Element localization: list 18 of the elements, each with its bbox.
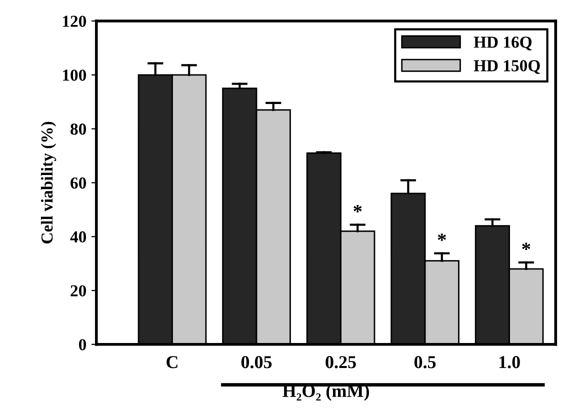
y-tick-label: 0 <box>78 339 86 350</box>
y-tick-label: 40 <box>70 231 86 243</box>
y-tick-label: 60 <box>70 177 86 189</box>
y-axis-title: Cell viability (%) <box>40 122 56 244</box>
annotation: * <box>438 234 446 241</box>
y-tick-label: 100 <box>63 70 86 81</box>
y-tick-label: 20 <box>70 285 86 296</box>
legend-label: HD 16Q <box>474 36 532 50</box>
x-tick-label: 0.25 <box>326 356 356 368</box>
y-tick-label: 120 <box>63 16 86 27</box>
x-tick-label: 0.05 <box>241 356 272 368</box>
x-tick-label: C <box>166 356 178 368</box>
y-tick-label: 80 <box>70 124 86 135</box>
annotation: * <box>354 204 362 212</box>
x-tick-label: 1.0 <box>499 356 520 368</box>
x-tick-label: 0.5 <box>414 356 436 368</box>
legend-label: HD 150Q <box>474 60 540 74</box>
annotation: * <box>522 242 530 250</box>
